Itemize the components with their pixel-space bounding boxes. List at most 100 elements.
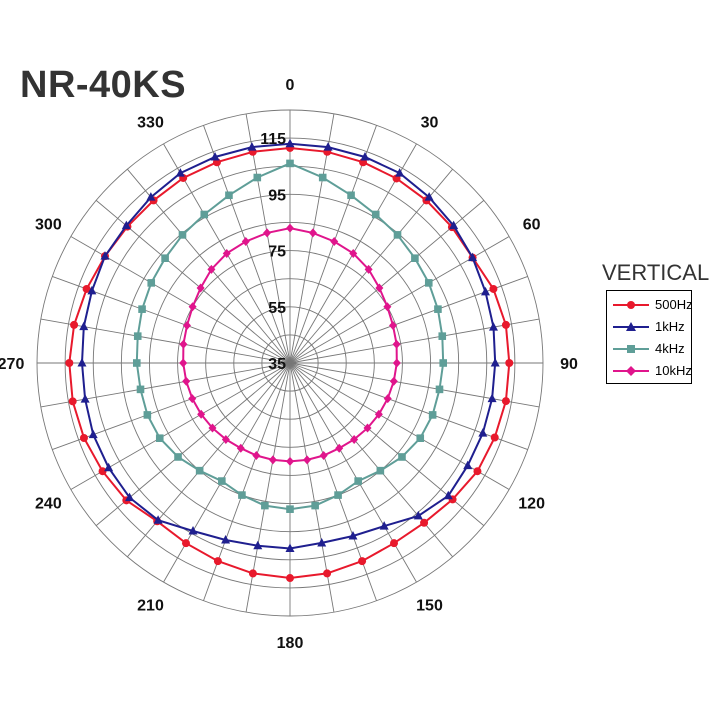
data-point xyxy=(88,429,98,439)
data-point xyxy=(487,393,497,403)
data-point xyxy=(468,252,478,262)
data-point xyxy=(182,376,191,386)
data-point xyxy=(308,228,317,238)
data-point xyxy=(392,339,401,349)
data-point xyxy=(98,467,107,476)
data-point xyxy=(253,173,262,182)
data-point xyxy=(390,539,399,548)
angle-tick-label: 60 xyxy=(523,217,541,234)
data-point xyxy=(200,210,209,219)
data-point xyxy=(358,557,367,566)
legend-item-1khz: 1kHz xyxy=(611,317,691,337)
data-point xyxy=(225,191,233,200)
angle-tick-label: 270 xyxy=(0,356,24,373)
data-point xyxy=(501,397,510,406)
data-point xyxy=(286,159,294,168)
data-point xyxy=(179,358,188,368)
chart-title: NR-40KS xyxy=(20,64,187,106)
data-point xyxy=(392,358,401,368)
grid-spoke xyxy=(289,362,540,408)
data-point xyxy=(70,320,79,329)
data-point xyxy=(449,220,459,230)
data-point xyxy=(393,231,402,239)
legend-item-4khz: 4kHz xyxy=(611,339,691,359)
data-point xyxy=(268,455,277,465)
data-point xyxy=(349,248,358,258)
data-point xyxy=(82,284,91,293)
data-point xyxy=(420,518,429,527)
grid-spoke xyxy=(289,318,540,364)
data-point xyxy=(354,477,362,485)
data-point xyxy=(318,173,327,182)
data-point xyxy=(236,443,245,453)
data-point xyxy=(132,359,141,367)
data-point xyxy=(195,466,204,475)
data-point xyxy=(263,228,272,238)
data-point xyxy=(286,505,294,513)
series-1khz xyxy=(77,138,500,553)
data-point xyxy=(153,515,163,524)
legend-label: 4kHz xyxy=(655,341,685,356)
data-point xyxy=(188,525,198,535)
data-point xyxy=(364,264,373,274)
legend-swatch-4khz xyxy=(613,345,649,353)
data-point xyxy=(77,358,87,367)
data-point xyxy=(428,411,437,419)
data-point xyxy=(175,168,185,177)
data-point xyxy=(65,359,74,367)
data-point xyxy=(374,409,383,419)
data-point xyxy=(248,569,257,578)
data-point xyxy=(87,285,97,295)
radial-tick-label: 75 xyxy=(268,244,286,261)
legend-swatch-1khz xyxy=(613,322,649,331)
angle-tick-label: 0 xyxy=(286,77,295,94)
data-point xyxy=(143,411,152,419)
data-point xyxy=(252,450,261,460)
data-point xyxy=(100,251,110,260)
data-point xyxy=(348,531,358,540)
series-layer xyxy=(65,138,514,583)
data-point xyxy=(208,423,217,433)
angle-tick-label: 330 xyxy=(137,114,164,131)
data-point xyxy=(221,534,231,544)
data-point xyxy=(317,537,327,547)
data-point xyxy=(439,359,448,367)
legend: 500Hz 1kHz 4kHz 10kHz xyxy=(606,290,693,384)
data-point xyxy=(188,394,197,404)
legend-item-500hz: 500Hz xyxy=(611,295,693,315)
data-point xyxy=(311,501,319,510)
data-point xyxy=(424,192,434,201)
angle-tick-label: 210 xyxy=(137,598,164,615)
data-point xyxy=(286,574,294,583)
data-point xyxy=(247,142,257,151)
angle-tick-label: 150 xyxy=(416,598,443,615)
data-point xyxy=(350,434,359,444)
data-point xyxy=(323,142,333,151)
series-10khz xyxy=(179,223,401,466)
data-point xyxy=(80,394,90,403)
data-point xyxy=(389,321,398,331)
data-point xyxy=(138,305,146,313)
data-point xyxy=(434,305,442,313)
data-point xyxy=(395,168,405,177)
data-point xyxy=(490,433,499,442)
data-point xyxy=(241,236,250,246)
data-point xyxy=(335,443,344,453)
grid-spoke xyxy=(289,362,510,490)
data-point xyxy=(197,409,206,419)
radial-tick-label: 35 xyxy=(268,356,286,373)
grid-spoke xyxy=(289,362,528,450)
data-point xyxy=(213,557,222,566)
data-point xyxy=(463,460,473,470)
data-point xyxy=(376,466,385,475)
data-point xyxy=(261,501,269,510)
data-point xyxy=(286,223,294,233)
radial-tick-label: 115 xyxy=(260,131,286,148)
data-point xyxy=(330,236,339,246)
data-point xyxy=(323,569,332,578)
data-point xyxy=(286,456,294,466)
angle-tick-label: 240 xyxy=(35,496,62,513)
series-line xyxy=(80,142,497,550)
data-point xyxy=(383,302,392,312)
data-point xyxy=(488,322,498,331)
